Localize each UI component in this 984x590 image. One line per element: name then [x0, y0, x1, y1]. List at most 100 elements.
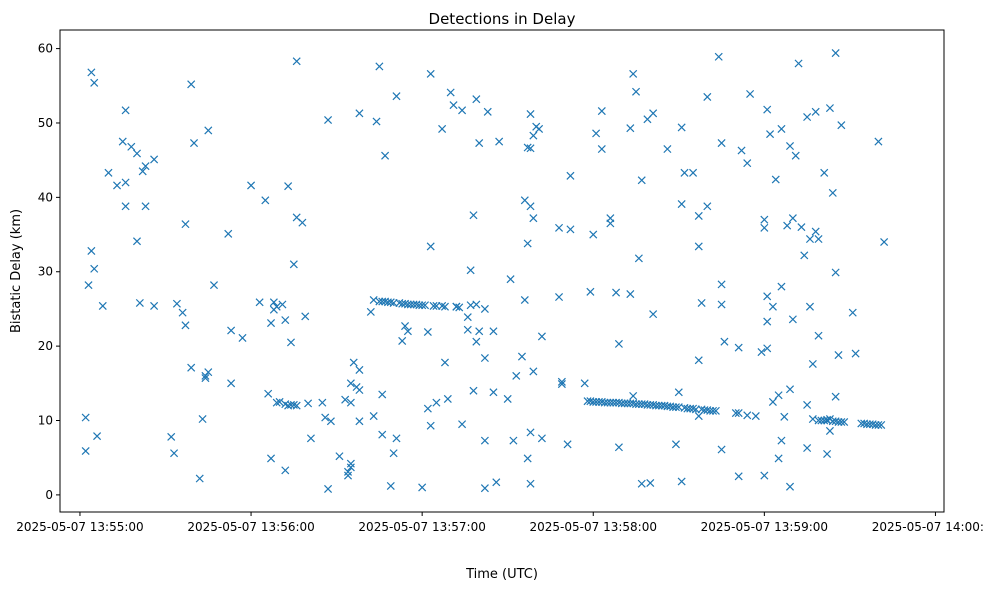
data-point	[517, 352, 526, 361]
data-point	[783, 221, 792, 230]
y-tick-label: 30	[38, 265, 53, 279]
data-point	[190, 139, 199, 148]
data-point	[181, 321, 190, 330]
data-point	[831, 49, 840, 58]
data-point	[93, 432, 102, 441]
data-point	[392, 92, 401, 101]
data-point	[788, 315, 797, 324]
data-point	[637, 176, 646, 185]
data-point	[677, 123, 686, 132]
data-point	[763, 344, 772, 353]
data-point	[746, 89, 755, 98]
data-point	[603, 398, 612, 407]
data-point	[369, 412, 378, 421]
data-point	[691, 405, 700, 414]
data-point	[760, 223, 769, 232]
data-point	[509, 436, 518, 445]
data-point	[172, 299, 181, 308]
data-point	[649, 109, 658, 118]
data-point	[697, 298, 706, 308]
data-point	[706, 406, 715, 415]
data-point	[763, 317, 772, 326]
data-point	[201, 371, 210, 380]
data-point	[132, 149, 142, 158]
data-point	[201, 374, 210, 383]
data-point	[503, 394, 512, 403]
data-point	[355, 385, 364, 395]
data-point	[526, 202, 535, 211]
data-point	[355, 365, 364, 374]
x-tick-label: 2025-05-07 13:59:00	[701, 520, 828, 534]
data-point	[355, 417, 364, 426]
data-point	[557, 380, 566, 389]
data-point	[805, 302, 814, 311]
data-point	[589, 230, 598, 239]
data-point	[537, 332, 546, 341]
data-point	[458, 420, 467, 429]
data-point	[586, 287, 595, 296]
data-point	[472, 337, 481, 346]
data-point	[589, 397, 598, 406]
data-point	[654, 401, 663, 410]
data-point	[440, 302, 449, 311]
data-point	[677, 200, 686, 209]
data-point	[794, 59, 803, 68]
data-point	[848, 308, 857, 317]
data-point	[677, 477, 686, 486]
data-point	[463, 325, 472, 334]
data-point	[204, 126, 213, 135]
data-point	[381, 151, 390, 160]
data-point	[626, 124, 635, 133]
data-point	[774, 391, 783, 400]
data-point	[592, 397, 601, 406]
data-point	[566, 225, 575, 234]
y-tick-label: 60	[38, 42, 53, 56]
data-point	[777, 124, 786, 133]
data-point	[580, 379, 589, 388]
data-point	[398, 336, 407, 345]
data-point	[731, 409, 740, 418]
data-point	[592, 129, 601, 138]
data-point	[378, 390, 387, 399]
data-point	[326, 417, 335, 426]
data-point	[469, 211, 478, 220]
data-point	[150, 301, 159, 310]
data-point	[737, 146, 746, 155]
data-point	[717, 445, 726, 454]
data-point	[800, 251, 809, 260]
data-point	[489, 388, 498, 397]
data-point	[113, 181, 122, 190]
data-point	[343, 471, 353, 480]
data-point	[452, 302, 461, 311]
data-point	[520, 295, 529, 305]
data-point	[831, 268, 840, 277]
data-point	[597, 144, 606, 154]
data-point	[403, 300, 412, 309]
data-point	[877, 420, 886, 429]
data-point	[766, 130, 775, 139]
data-point	[743, 411, 752, 420]
data-point	[415, 301, 424, 310]
data-point	[426, 242, 435, 251]
x-tick-label: 2025-05-07 13:55:00	[16, 520, 143, 534]
data-point	[469, 386, 478, 395]
data-point	[837, 121, 846, 130]
data-point	[432, 301, 441, 310]
data-point	[127, 142, 136, 151]
data-point	[472, 300, 481, 309]
data-point	[375, 62, 384, 71]
data-points	[81, 49, 889, 493]
data-point	[734, 343, 743, 352]
data-point	[694, 356, 703, 365]
data-point	[480, 354, 489, 363]
data-point	[135, 298, 144, 308]
data-point	[823, 449, 832, 459]
data-point	[227, 326, 236, 335]
data-point	[674, 388, 683, 397]
data-point	[401, 322, 410, 331]
data-point	[440, 358, 449, 367]
chart-title: Detections in Delay	[429, 10, 576, 28]
data-point	[703, 202, 712, 211]
data-point	[483, 107, 492, 116]
